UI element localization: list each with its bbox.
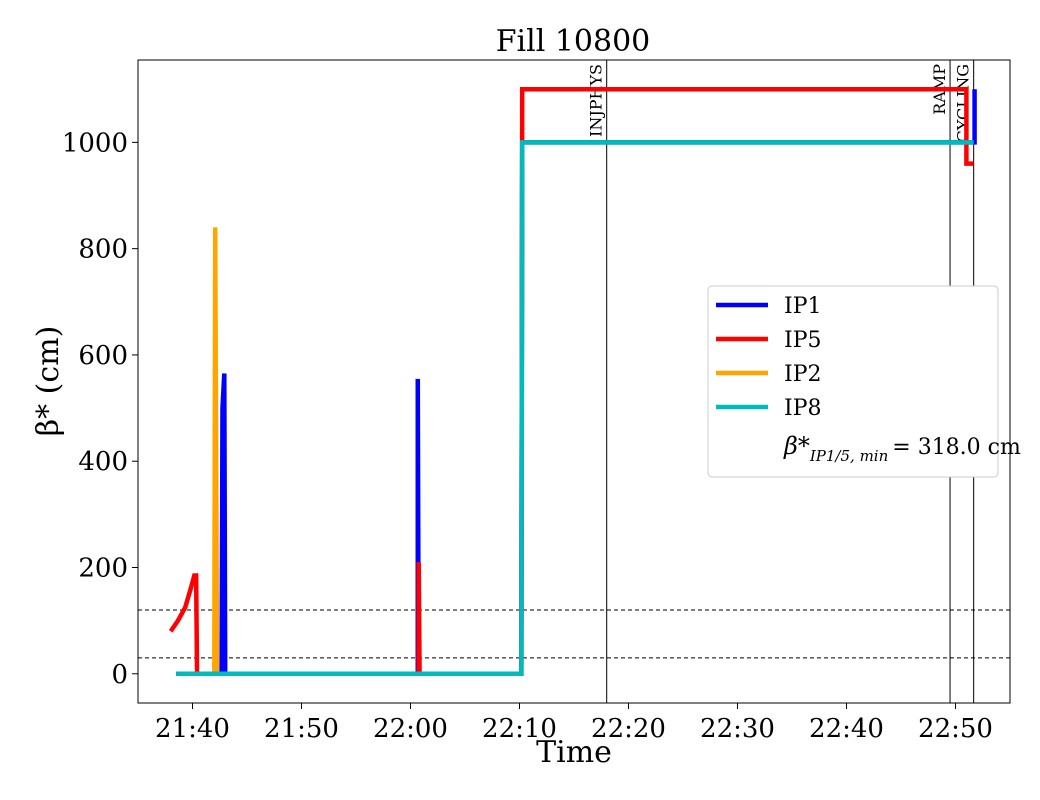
legend-label-ip1: IP1: [784, 294, 822, 319]
legend-label-ip5: IP5: [784, 328, 822, 353]
plot-frame: [137, 59, 1011, 704]
series-group: [168, 86, 977, 677]
series-line-ip2: [212, 227, 220, 674]
y-tick-label-5: 1000: [62, 128, 128, 158]
series-line-ip8: [176, 140, 974, 677]
y-axis: 0 200 400 600 800 1000: [62, 128, 138, 690]
x-tick-label-3: 22:10: [482, 714, 557, 744]
x-tick-label-4: 22:20: [591, 714, 666, 744]
chart-title: Fill 10800: [496, 24, 651, 59]
reference-lines: [138, 609, 1010, 659]
x-tick-label-2: 22:00: [373, 714, 448, 744]
legend-label-ip2: IP2: [784, 362, 822, 387]
y-tick-label-1: 200: [78, 553, 128, 583]
event-label-injphys: INJPHYS: [587, 64, 606, 137]
x-tick-label-5: 22:30: [700, 714, 775, 744]
legend-note-value: = 318.0 cm: [892, 435, 1021, 460]
event-label-cycling: CYCLING: [954, 64, 973, 143]
legend-frame: [707, 285, 999, 478]
x-tick-label-6: 22:40: [809, 714, 884, 744]
x-tick-label-1: 21:50: [264, 714, 339, 744]
x-tick-label-7: 22:50: [918, 714, 993, 744]
x-axis-title: Time: [536, 735, 612, 770]
legend-note: β*IP1/5, min = 318.0 cm: [783, 432, 1021, 465]
legend: IP1 IP5 IP2 IP8 β*IP1/5, min = 318.0 cm: [707, 285, 1021, 478]
y-tick-label-4: 800: [78, 235, 128, 265]
legend-label-ip8: IP8: [784, 396, 822, 421]
legend-items: IP1 IP5 IP2 IP8: [716, 294, 822, 421]
y-tick-label-0: 0: [111, 660, 128, 690]
legend-note-subscript: IP1/5, min: [809, 447, 888, 465]
x-axis: 21:40 21:50 22:00 22:10 22:20 22:30 22:40 22:50: [155, 703, 993, 744]
y-axis-title: β* (cm): [31, 326, 66, 437]
x-tick-label-0: 21:40: [155, 714, 230, 744]
y-tick-label-2: 400: [78, 447, 128, 477]
y-tick-label-3: 600: [78, 341, 128, 371]
legend-note-symbol: β*: [783, 432, 810, 460]
